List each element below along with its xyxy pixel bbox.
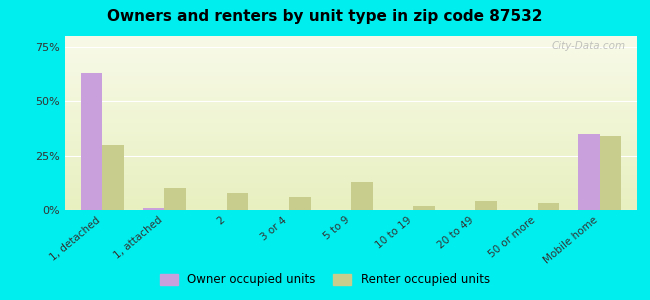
Bar bbox=[289, 197, 311, 210]
Legend: Owner occupied units, Renter occupied units: Owner occupied units, Renter occupied un… bbox=[155, 269, 495, 291]
Text: Owners and renters by unit type in zip code 87532: Owners and renters by unit type in zip c… bbox=[107, 9, 543, 24]
Bar bbox=[102, 145, 124, 210]
Bar bbox=[143, 208, 164, 210]
Bar bbox=[351, 182, 372, 210]
Bar bbox=[81, 73, 102, 210]
Bar bbox=[578, 134, 600, 210]
Bar bbox=[538, 203, 559, 210]
Bar bbox=[600, 136, 621, 210]
Bar bbox=[164, 188, 187, 210]
Text: City-Data.com: City-Data.com bbox=[551, 41, 625, 51]
Bar bbox=[413, 206, 435, 210]
Bar bbox=[227, 193, 248, 210]
Bar bbox=[475, 201, 497, 210]
